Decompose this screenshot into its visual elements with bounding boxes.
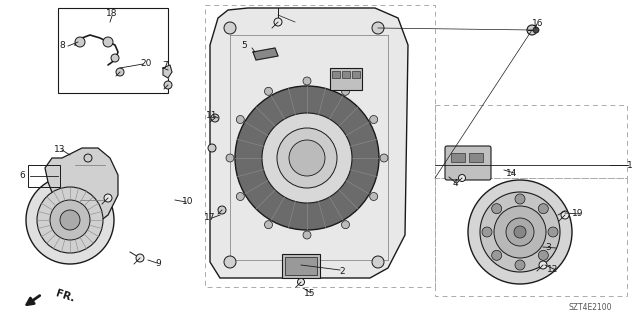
Circle shape xyxy=(60,210,80,230)
Circle shape xyxy=(533,27,539,33)
Circle shape xyxy=(136,254,144,262)
Bar xyxy=(469,153,483,162)
Bar xyxy=(282,254,320,278)
Bar xyxy=(435,105,627,178)
Circle shape xyxy=(538,204,548,214)
Circle shape xyxy=(264,221,273,229)
Circle shape xyxy=(480,192,560,272)
Circle shape xyxy=(103,37,113,47)
Circle shape xyxy=(514,226,526,238)
Circle shape xyxy=(370,192,378,201)
Circle shape xyxy=(458,174,465,182)
Circle shape xyxy=(298,278,305,286)
Circle shape xyxy=(527,25,537,35)
Circle shape xyxy=(218,206,226,214)
Circle shape xyxy=(111,54,119,62)
Circle shape xyxy=(236,115,244,123)
Circle shape xyxy=(468,180,572,284)
Text: 13: 13 xyxy=(54,145,66,154)
Circle shape xyxy=(494,206,546,258)
Text: 20: 20 xyxy=(140,58,152,68)
Text: 7: 7 xyxy=(162,62,168,70)
Polygon shape xyxy=(235,86,379,230)
Circle shape xyxy=(164,81,172,89)
Circle shape xyxy=(26,176,114,264)
Circle shape xyxy=(264,87,273,95)
Text: SZT4E2100: SZT4E2100 xyxy=(568,303,612,313)
Text: 3: 3 xyxy=(545,243,551,253)
Circle shape xyxy=(506,218,534,246)
Bar xyxy=(342,71,350,78)
Circle shape xyxy=(380,154,388,162)
Circle shape xyxy=(539,261,547,269)
Circle shape xyxy=(492,250,502,260)
Circle shape xyxy=(372,256,384,268)
Polygon shape xyxy=(163,65,172,78)
FancyBboxPatch shape xyxy=(445,146,491,180)
Circle shape xyxy=(262,113,352,203)
Circle shape xyxy=(492,204,502,214)
Circle shape xyxy=(342,87,349,95)
Circle shape xyxy=(372,22,384,34)
Circle shape xyxy=(515,194,525,204)
Circle shape xyxy=(104,194,112,202)
Circle shape xyxy=(224,256,236,268)
Circle shape xyxy=(303,77,311,85)
Bar xyxy=(285,257,317,275)
Text: 2: 2 xyxy=(339,268,345,277)
Circle shape xyxy=(75,37,85,47)
Circle shape xyxy=(116,68,124,76)
Text: 11: 11 xyxy=(206,112,218,121)
Text: 14: 14 xyxy=(506,168,518,177)
Text: 19: 19 xyxy=(572,210,584,219)
Circle shape xyxy=(303,231,311,239)
Circle shape xyxy=(342,221,349,229)
Bar xyxy=(451,153,465,162)
Text: 8: 8 xyxy=(59,41,65,50)
FancyArrowPatch shape xyxy=(27,296,40,305)
Circle shape xyxy=(289,140,325,176)
Text: 6: 6 xyxy=(19,172,25,181)
Circle shape xyxy=(538,250,548,260)
Polygon shape xyxy=(210,8,408,278)
Text: 9: 9 xyxy=(155,258,161,268)
Text: FR.: FR. xyxy=(54,288,76,304)
Bar xyxy=(352,71,360,78)
Bar xyxy=(332,71,340,78)
Circle shape xyxy=(274,18,282,26)
Text: 15: 15 xyxy=(304,288,316,298)
Circle shape xyxy=(84,154,92,162)
Bar xyxy=(330,68,362,90)
Circle shape xyxy=(226,154,234,162)
Polygon shape xyxy=(253,48,278,60)
Text: 5: 5 xyxy=(241,41,247,50)
Circle shape xyxy=(482,227,492,237)
Bar xyxy=(205,5,435,287)
Circle shape xyxy=(548,227,558,237)
Circle shape xyxy=(236,192,244,201)
Circle shape xyxy=(208,144,216,152)
Text: 18: 18 xyxy=(106,10,118,19)
Bar xyxy=(435,178,627,296)
Text: 1: 1 xyxy=(627,160,633,169)
Circle shape xyxy=(50,200,90,240)
Text: 12: 12 xyxy=(547,265,559,275)
Polygon shape xyxy=(45,148,118,225)
Circle shape xyxy=(370,115,378,123)
Text: 16: 16 xyxy=(532,19,544,27)
Text: 4: 4 xyxy=(452,179,458,188)
Bar xyxy=(58,8,168,93)
Text: 17: 17 xyxy=(204,213,216,222)
Bar xyxy=(28,165,60,187)
Circle shape xyxy=(37,187,103,253)
Circle shape xyxy=(561,211,569,219)
Circle shape xyxy=(211,114,219,122)
Circle shape xyxy=(515,260,525,270)
Circle shape xyxy=(277,128,337,188)
Text: 10: 10 xyxy=(182,197,194,206)
Circle shape xyxy=(224,22,236,34)
